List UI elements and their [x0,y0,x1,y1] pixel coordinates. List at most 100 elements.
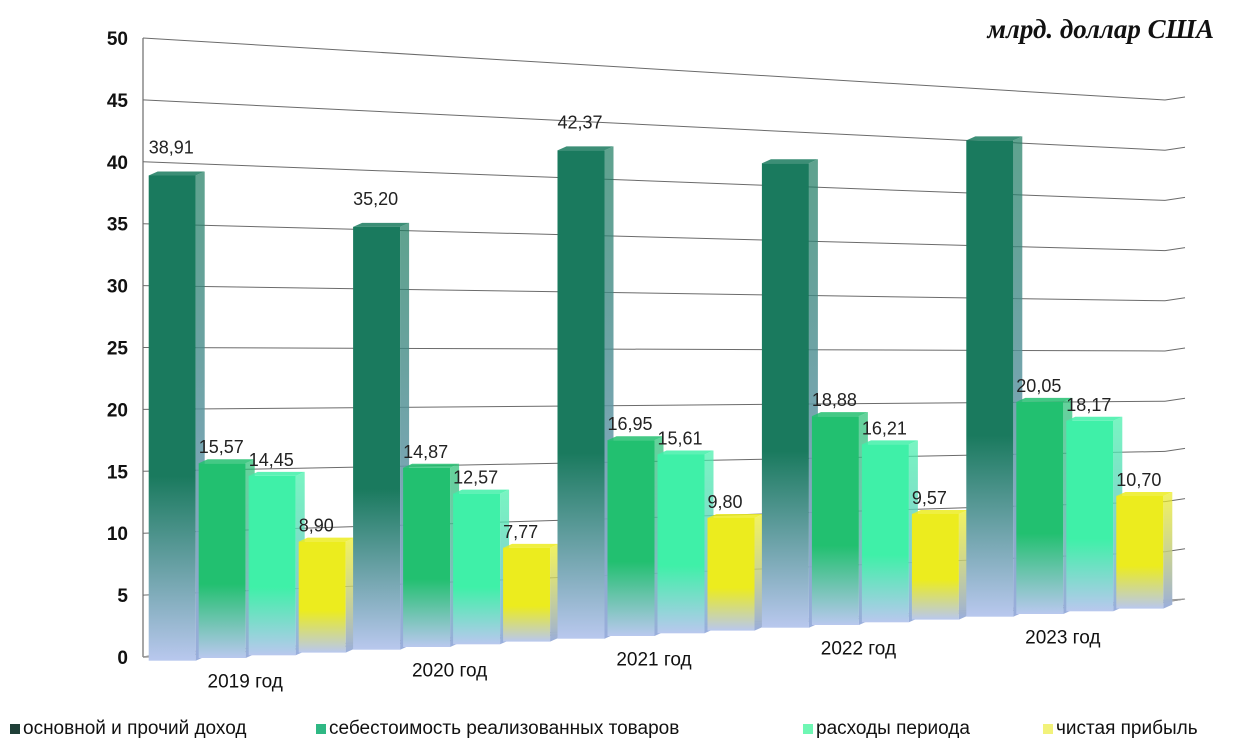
bar-3-3 [657,454,705,634]
legend-item-profit: чистая прибыль [1043,716,1198,742]
bar-top-5-3 [1066,416,1123,421]
y-tick-label-5: 25 [107,339,129,360]
legend-swatch-cost [316,724,326,734]
legend-item-income: основной и прочий доход [10,716,316,742]
bar-top-4-3 [861,440,918,445]
bar-1-2 [198,463,246,659]
y-tick-label-2: 10 [107,524,128,545]
x-tick-label-2: 2020 год [412,661,487,682]
data-label-1-2: 15,57 [199,437,244,457]
bar-1-3 [248,475,296,656]
bar-top-4-2 [811,412,868,417]
bar-5-3 [1066,420,1114,612]
legend-label-income: основной и прочий доход [23,718,247,739]
data-label-3-2: 16,95 [608,414,653,434]
bar-2-2 [403,467,451,648]
bar-5-4 [1116,495,1164,609]
bar-top-3-2 [607,436,664,441]
y-tick-label-1: 5 [117,586,128,607]
data-label-3-4: 9,80 [708,492,743,512]
y-tick-label-8: 40 [107,153,128,174]
bar-top-3-4 [707,513,764,518]
bar-5-1 [966,140,1014,617]
bar-top-1-3 [248,471,305,476]
y-tick-label-10: 50 [107,29,128,50]
bar-top-1-1 [148,171,205,176]
gridline-tail-3 [1164,447,1186,452]
legend-swatch-profit [1043,724,1053,734]
data-label-2-2: 14,87 [403,442,448,462]
bar-side-3-4 [754,513,764,631]
legend-item-expenses: расходы периода [803,716,1043,742]
data-label-4-2: 18,88 [812,390,857,410]
bar-top-2-3 [453,489,510,494]
y-tick-label-4: 20 [107,400,128,421]
bar-5-2 [1016,401,1064,615]
bar-3-4 [707,517,755,631]
bar-top-5-1 [966,136,1023,141]
data-label-5-2: 20,05 [1016,376,1061,396]
bar-2-4 [503,547,551,642]
bar-top-2-2 [403,463,460,468]
x-tick-label-1: 2019 год [208,672,283,693]
bar-top-3-1 [557,146,614,151]
unit-title: млрд. доллар США [987,14,1215,44]
data-label-5-4: 10,70 [1116,470,1161,490]
bar-top-3-3 [657,450,714,455]
bar-top-5-2 [1016,397,1073,402]
y-tick-label-7: 35 [107,215,129,236]
gridline-tail-8 [1164,196,1186,201]
legend-swatch-income [10,724,20,734]
data-label-2-1: 35,20 [353,189,398,209]
bar-4-3 [861,444,909,623]
legend-swatch-expenses [803,724,813,734]
bar-side-4-4 [958,509,968,620]
y-tick-label-9: 45 [107,91,129,112]
data-label-4-3: 16,21 [862,418,907,438]
gridline-tail-4 [1164,397,1186,402]
bar-4-4 [911,513,959,620]
gridline-10 [142,37,1166,101]
y-tick-label-3: 15 [107,462,129,483]
bar-4-2 [811,416,859,626]
gridline-tail-10 [1164,96,1186,101]
x-tick-label-3: 2021 год [616,650,691,671]
legend-label-profit: чистая прибыль [1056,718,1198,739]
bar-4-1 [761,163,809,628]
data-label-5-3: 18,17 [1066,395,1111,415]
bar-1-1 [148,175,196,661]
y-tick-label-0: 0 [117,648,128,669]
bar-3-1 [557,150,605,639]
bar-top-1-4 [298,537,355,542]
data-label-3-3: 15,61 [658,428,703,448]
legend-item-cost: себестоимость реализованных товаров [316,716,803,742]
data-label-4-4: 9,57 [912,488,947,508]
legend-label-cost: себестоимость реализованных товаров [329,718,680,739]
bar-top-1-2 [198,459,255,464]
bar-1-4 [298,541,346,653]
gridline-tail-7 [1164,247,1186,252]
x-tick-label-4: 2022 год [821,639,896,660]
y-tick-label-6: 30 [107,277,128,298]
bar-top-4-1 [761,159,818,164]
bar-top-2-4 [503,543,560,548]
gridline-tail-6 [1164,297,1186,302]
bar-side-1-4 [345,537,355,653]
bar-top-4-4 [911,509,968,514]
bar-top-2-1 [353,222,410,227]
data-label-3-1: 42,37 [558,112,603,132]
bar-side-2-4 [550,543,560,642]
data-label-1-3: 14,45 [249,450,294,470]
bar-2-3 [453,493,501,645]
data-label-2-4: 7,77 [503,522,538,542]
bar-top-5-4 [1116,491,1173,496]
x-tick-label-5: 2023 год [1025,628,1100,649]
bar-side-5-4 [1163,491,1173,609]
legend: основной и прочий доход себестоимость ре… [10,716,1236,742]
gridline-tail-9 [1164,146,1186,151]
bar-2-1 [353,226,401,650]
data-label-1-4: 8,90 [299,516,334,536]
data-label-1-1: 38,91 [149,137,194,157]
